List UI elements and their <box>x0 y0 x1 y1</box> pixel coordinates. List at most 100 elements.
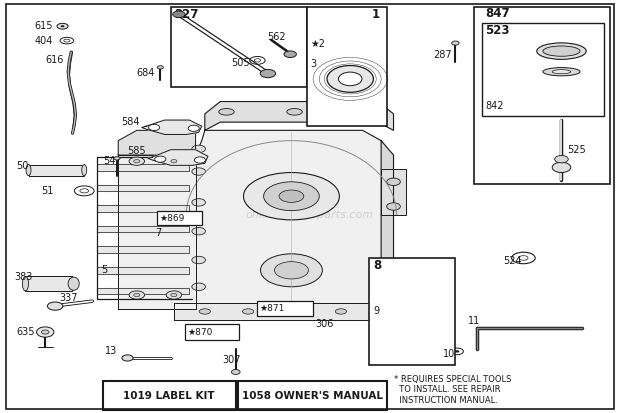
Ellipse shape <box>134 293 140 297</box>
Bar <box>257 301 313 316</box>
Ellipse shape <box>284 51 296 57</box>
Polygon shape <box>195 131 388 311</box>
Text: ★871: ★871 <box>260 304 285 313</box>
Ellipse shape <box>355 109 370 115</box>
Ellipse shape <box>275 262 309 279</box>
Ellipse shape <box>171 159 177 163</box>
Ellipse shape <box>199 309 210 314</box>
Ellipse shape <box>244 173 339 220</box>
Text: 585: 585 <box>128 146 146 156</box>
Ellipse shape <box>231 370 240 375</box>
Text: 842: 842 <box>485 101 503 111</box>
Ellipse shape <box>192 145 205 152</box>
Polygon shape <box>400 293 431 347</box>
Text: 616: 616 <box>45 55 64 65</box>
Ellipse shape <box>537 43 586 59</box>
Text: 5: 5 <box>102 265 108 275</box>
Ellipse shape <box>287 109 303 115</box>
Ellipse shape <box>327 66 373 92</box>
Ellipse shape <box>264 182 319 211</box>
Ellipse shape <box>129 157 144 165</box>
Text: 287: 287 <box>434 50 453 60</box>
Text: ★869: ★869 <box>160 214 185 223</box>
Ellipse shape <box>192 168 205 175</box>
Ellipse shape <box>451 41 459 45</box>
Polygon shape <box>142 120 202 135</box>
Ellipse shape <box>172 11 185 18</box>
Ellipse shape <box>552 162 571 173</box>
Text: 7: 7 <box>156 228 162 238</box>
Ellipse shape <box>155 156 166 162</box>
Ellipse shape <box>379 309 390 314</box>
Text: 562: 562 <box>267 32 285 42</box>
Text: 1019 LABEL KIT: 1019 LABEL KIT <box>123 391 215 401</box>
Polygon shape <box>118 131 195 155</box>
Ellipse shape <box>219 109 234 115</box>
Text: onlinemowerparts.com: onlinemowerparts.com <box>246 210 374 220</box>
Text: 404: 404 <box>35 36 53 45</box>
Ellipse shape <box>82 164 87 176</box>
Text: 1: 1 <box>372 8 380 21</box>
Polygon shape <box>205 102 394 131</box>
Polygon shape <box>97 205 189 212</box>
Polygon shape <box>97 267 189 273</box>
Ellipse shape <box>192 228 205 235</box>
Ellipse shape <box>22 276 29 291</box>
Ellipse shape <box>286 309 297 314</box>
Ellipse shape <box>552 70 571 74</box>
Text: 50: 50 <box>16 161 29 171</box>
Ellipse shape <box>134 159 140 163</box>
Polygon shape <box>97 226 189 233</box>
Polygon shape <box>381 141 394 299</box>
Bar <box>157 211 202 225</box>
Bar <box>482 23 604 116</box>
Bar <box>171 7 307 87</box>
Text: ★870: ★870 <box>187 328 213 337</box>
Bar <box>237 382 388 410</box>
Ellipse shape <box>391 344 440 357</box>
Ellipse shape <box>339 72 362 85</box>
Text: 635: 635 <box>16 327 35 337</box>
Ellipse shape <box>42 330 49 334</box>
Ellipse shape <box>260 254 322 287</box>
Text: 10: 10 <box>443 349 455 359</box>
Text: 9: 9 <box>373 306 379 316</box>
Polygon shape <box>97 185 189 191</box>
Ellipse shape <box>555 155 569 163</box>
Polygon shape <box>391 289 440 351</box>
Text: 525: 525 <box>567 145 585 155</box>
Text: 584: 584 <box>122 117 140 127</box>
Text: 684: 684 <box>137 68 155 78</box>
Text: 615: 615 <box>35 21 53 31</box>
Ellipse shape <box>114 157 120 160</box>
Ellipse shape <box>260 69 276 78</box>
Bar <box>474 7 610 184</box>
Ellipse shape <box>157 66 164 69</box>
Ellipse shape <box>192 199 205 206</box>
Ellipse shape <box>192 256 205 264</box>
Text: 337: 337 <box>60 293 78 303</box>
Polygon shape <box>97 287 189 294</box>
Ellipse shape <box>387 203 401 210</box>
Text: 523: 523 <box>485 24 510 37</box>
Text: 54: 54 <box>103 156 115 166</box>
Ellipse shape <box>279 190 304 202</box>
Ellipse shape <box>149 124 160 131</box>
Ellipse shape <box>26 164 31 176</box>
Bar <box>307 7 388 126</box>
Ellipse shape <box>387 178 401 185</box>
Text: 51: 51 <box>41 186 53 196</box>
Polygon shape <box>29 164 84 176</box>
Text: 3: 3 <box>310 59 316 69</box>
Text: 307: 307 <box>222 355 241 365</box>
Ellipse shape <box>455 350 459 353</box>
Ellipse shape <box>192 283 205 290</box>
Text: 1058 OWNER'S MANUAL: 1058 OWNER'S MANUAL <box>242 391 383 401</box>
Ellipse shape <box>335 309 347 314</box>
Bar <box>103 382 236 410</box>
Polygon shape <box>174 303 409 320</box>
Bar <box>369 258 455 365</box>
Ellipse shape <box>37 327 54 337</box>
Text: ★2: ★2 <box>310 39 325 49</box>
Text: 847: 847 <box>485 7 510 20</box>
